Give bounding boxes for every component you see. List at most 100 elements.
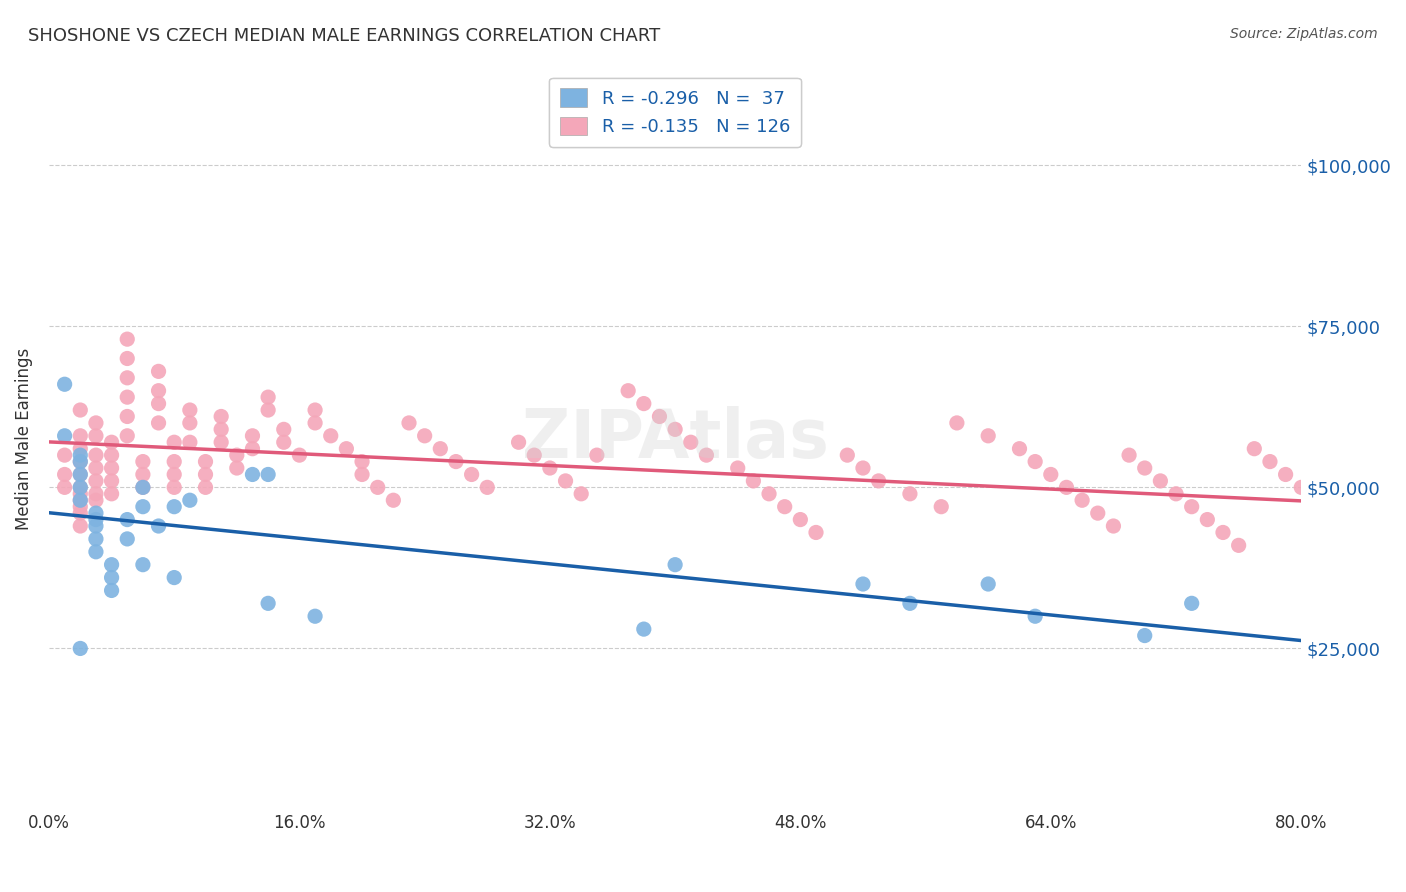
Point bbox=[132, 480, 155, 494]
Text: ZIPAtlas: ZIPAtlas bbox=[522, 406, 828, 472]
Point bbox=[84, 506, 107, 520]
Point bbox=[225, 461, 247, 475]
Point bbox=[53, 448, 76, 462]
Point bbox=[1008, 442, 1031, 456]
Point bbox=[1306, 493, 1329, 508]
Point bbox=[946, 416, 969, 430]
Point bbox=[53, 377, 76, 392]
Point bbox=[84, 448, 107, 462]
Point bbox=[382, 493, 405, 508]
Point bbox=[898, 487, 921, 501]
Point bbox=[617, 384, 640, 398]
Point bbox=[1102, 519, 1125, 533]
Point bbox=[304, 609, 326, 624]
Point bbox=[523, 448, 546, 462]
Point bbox=[1056, 480, 1078, 494]
Point bbox=[163, 480, 186, 494]
Point bbox=[1149, 474, 1171, 488]
Point bbox=[148, 364, 170, 378]
Point bbox=[664, 422, 686, 436]
Point bbox=[84, 461, 107, 475]
Point bbox=[257, 467, 280, 482]
Point bbox=[837, 448, 859, 462]
Point bbox=[1133, 629, 1156, 643]
Point bbox=[84, 512, 107, 526]
Point bbox=[115, 512, 138, 526]
Point bbox=[1087, 506, 1109, 520]
Point bbox=[352, 454, 374, 468]
Point bbox=[53, 467, 76, 482]
Point bbox=[132, 454, 155, 468]
Point bbox=[148, 416, 170, 430]
Point bbox=[977, 429, 1000, 443]
Point bbox=[69, 487, 91, 501]
Point bbox=[1133, 461, 1156, 475]
Text: SHOSHONE VS CZECH MEDIAN MALE EARNINGS CORRELATION CHART: SHOSHONE VS CZECH MEDIAN MALE EARNINGS C… bbox=[28, 27, 661, 45]
Point bbox=[163, 467, 186, 482]
Point bbox=[209, 422, 232, 436]
Point bbox=[84, 416, 107, 430]
Point bbox=[69, 480, 91, 494]
Point bbox=[115, 429, 138, 443]
Point bbox=[1353, 532, 1375, 546]
Point bbox=[225, 448, 247, 462]
Point bbox=[179, 435, 201, 450]
Point bbox=[1118, 448, 1140, 462]
Point bbox=[1197, 512, 1219, 526]
Point bbox=[194, 480, 217, 494]
Point bbox=[1258, 454, 1281, 468]
Point bbox=[257, 596, 280, 610]
Point bbox=[100, 461, 122, 475]
Point bbox=[100, 474, 122, 488]
Point bbox=[852, 461, 875, 475]
Point bbox=[100, 583, 122, 598]
Point bbox=[148, 396, 170, 410]
Point bbox=[53, 429, 76, 443]
Point bbox=[1181, 500, 1204, 514]
Point bbox=[69, 448, 91, 462]
Point bbox=[84, 532, 107, 546]
Point bbox=[242, 442, 264, 456]
Point bbox=[84, 493, 107, 508]
Point bbox=[1337, 519, 1360, 533]
Point bbox=[633, 622, 655, 636]
Point bbox=[69, 480, 91, 494]
Point bbox=[367, 480, 389, 494]
Point bbox=[804, 525, 827, 540]
Point bbox=[569, 487, 592, 501]
Point bbox=[1243, 442, 1265, 456]
Point bbox=[69, 454, 91, 468]
Point bbox=[163, 570, 186, 584]
Legend: R = -0.296   N =  37, R = -0.135   N = 126: R = -0.296 N = 37, R = -0.135 N = 126 bbox=[550, 78, 801, 147]
Point bbox=[538, 461, 561, 475]
Y-axis label: Median Male Earnings: Median Male Earnings bbox=[15, 348, 32, 530]
Point bbox=[194, 467, 217, 482]
Point bbox=[179, 416, 201, 430]
Point bbox=[1164, 487, 1187, 501]
Point bbox=[163, 435, 186, 450]
Point bbox=[868, 474, 890, 488]
Point bbox=[115, 532, 138, 546]
Point bbox=[304, 403, 326, 417]
Point bbox=[929, 500, 952, 514]
Point bbox=[758, 487, 780, 501]
Point bbox=[429, 442, 451, 456]
Point bbox=[69, 403, 91, 417]
Point bbox=[69, 442, 91, 456]
Point bbox=[132, 467, 155, 482]
Point bbox=[898, 596, 921, 610]
Point bbox=[84, 474, 107, 488]
Point bbox=[1384, 448, 1406, 462]
Point bbox=[773, 500, 796, 514]
Point bbox=[69, 493, 91, 508]
Point bbox=[319, 429, 342, 443]
Point bbox=[648, 409, 671, 424]
Point bbox=[789, 512, 811, 526]
Point bbox=[69, 641, 91, 656]
Point bbox=[1291, 480, 1313, 494]
Point bbox=[194, 454, 217, 468]
Point bbox=[132, 500, 155, 514]
Point bbox=[1212, 525, 1234, 540]
Point bbox=[554, 474, 576, 488]
Point bbox=[69, 429, 91, 443]
